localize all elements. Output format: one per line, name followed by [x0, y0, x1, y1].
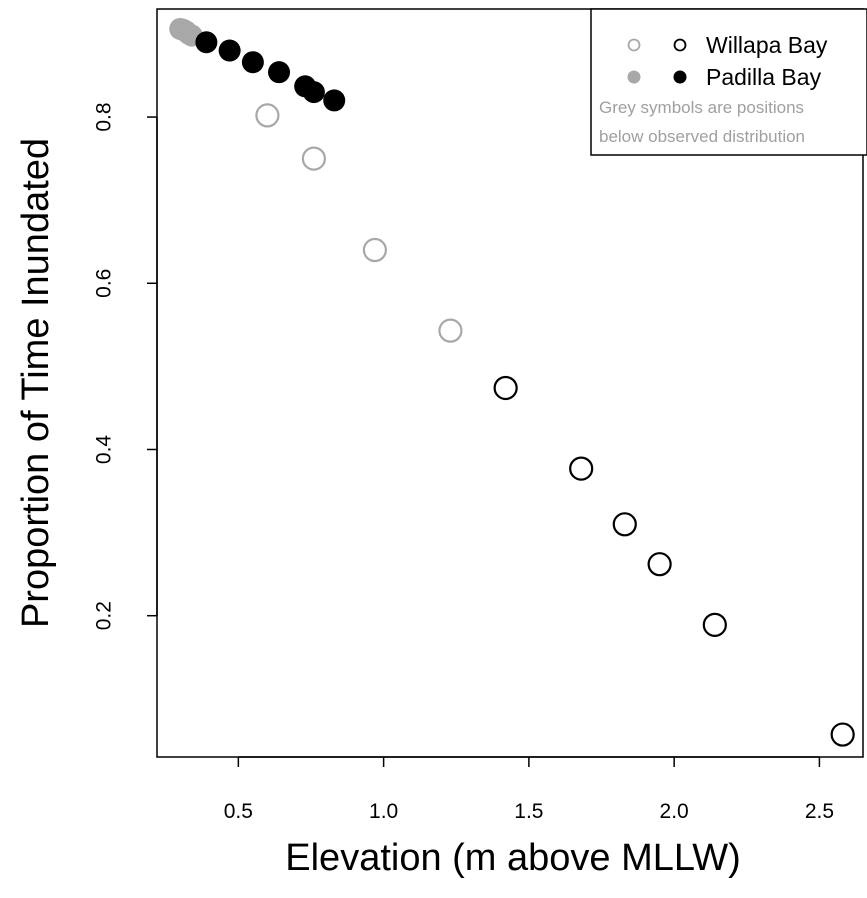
padilla-bay-point: [195, 31, 218, 54]
x-tick-label: 0.5: [224, 800, 253, 823]
willapa-bay-point: [301, 146, 326, 171]
y-tick-label: 0.8: [93, 102, 116, 131]
legend-willapa-grey-symbol: [627, 38, 641, 52]
padilla-bay-point: [241, 51, 264, 74]
willapa-bay-point: [362, 237, 388, 263]
legend-note-line-1: Grey symbols are positions: [599, 98, 804, 117]
y-tick-label: 0.6: [93, 269, 116, 298]
x-tick-label: 1.5: [514, 800, 543, 823]
willapa-bay-point: [647, 552, 672, 577]
legend-note-line-2: below observed distribution: [599, 127, 805, 146]
x-tick-label: 1.0: [369, 800, 398, 823]
legend-padilla-grey-symbol: [627, 70, 641, 84]
willapa-bay-point: [612, 512, 637, 537]
x-tick-label: 2.0: [660, 800, 689, 823]
legend-willapa-black-symbol: [673, 38, 687, 52]
padilla-bay-point: [268, 61, 291, 84]
y-tick-label: 0.4: [93, 435, 116, 465]
willapa-bay-point: [255, 103, 280, 128]
padilla-bay-point: [302, 81, 325, 104]
data-points: [169, 17, 855, 747]
padilla-bay-point: [323, 89, 346, 112]
willapa-bay-point: [830, 722, 855, 747]
willapa-bay-point: [493, 375, 518, 401]
legend-padilla-black-symbol: [673, 70, 687, 84]
padilla-bay-point: [218, 39, 241, 62]
x-tick-label: 2.5: [805, 800, 834, 823]
legend-label-padilla: Padilla Bay: [706, 64, 822, 90]
x-axis: 0.5 1.0 1.5 2.0 2.5: [224, 756, 834, 823]
y-axis: 0.2 0.4 0.6 0.8: [93, 102, 158, 630]
willapa-bay-point: [569, 456, 594, 481]
willapa-bay-point: [702, 612, 727, 637]
legend-label-willapa: Willapa Bay: [706, 32, 828, 58]
y-tick-label: 0.2: [93, 601, 116, 630]
willapa-bay-point: [438, 318, 463, 343]
y-axis-title: Proportion of Time Inundated: [15, 138, 57, 628]
x-axis-title: Elevation (m above MLLW): [285, 837, 740, 879]
legend: Willapa Bay Padilla Bay Grey symbols are…: [590, 8, 867, 156]
